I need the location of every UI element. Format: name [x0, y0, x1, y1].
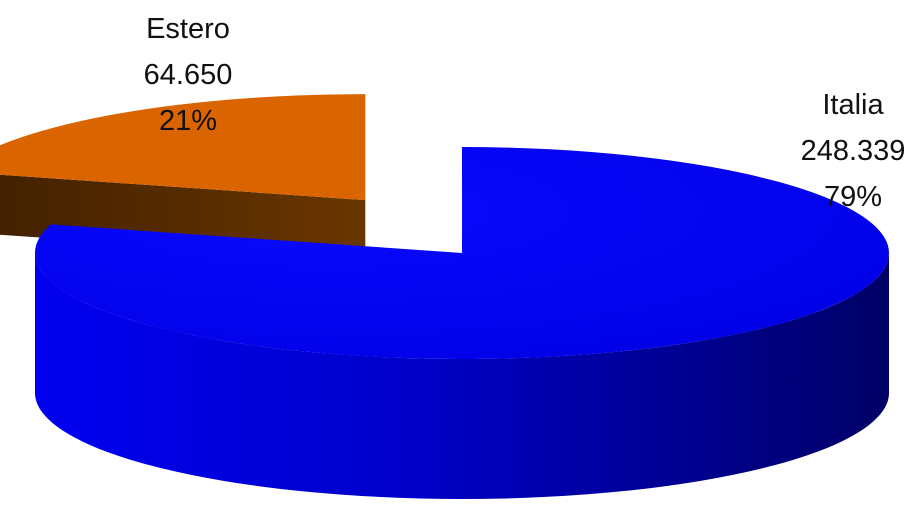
label-estero-name: Estero	[146, 13, 230, 45]
slice-italia[interactable]	[34, 147, 889, 499]
label-estero-percent: 21%	[159, 105, 217, 137]
slice-italia-side	[35, 253, 889, 499]
label-estero-value: 64.650	[144, 59, 233, 91]
label-italia-value: 248.339	[801, 135, 906, 167]
slice-estero-top	[0, 94, 366, 201]
data-label-estero: Estero 64.650 21%	[144, 13, 233, 137]
data-label-italia: Italia 248.339 79%	[801, 89, 906, 213]
label-italia-percent: 79%	[824, 181, 882, 213]
label-italia-name: Italia	[822, 89, 884, 121]
slice-italia-top	[34, 147, 889, 359]
